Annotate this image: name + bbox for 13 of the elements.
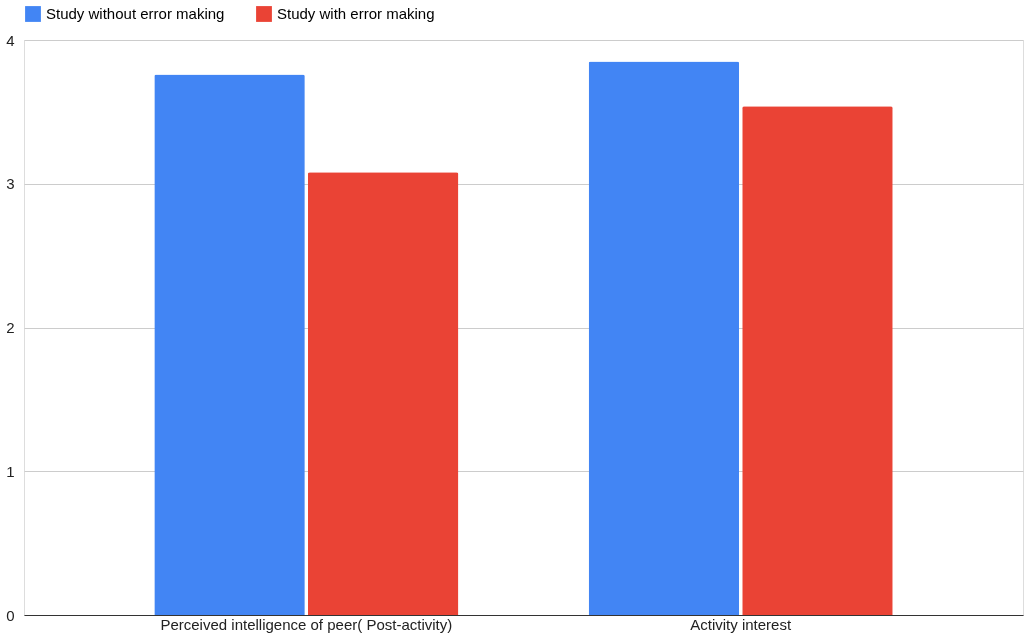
x-tick-label: Activity interest [690,615,792,633]
y-tick-label: 3 [6,175,15,193]
bar [742,106,893,615]
y-tick-label: 1 [6,462,15,480]
bar [154,74,305,615]
x-tick-label: Perceived intelligence of peer( Post-activity) [160,615,453,633]
bar [588,61,740,615]
y-tick-label: 0 [6,606,15,624]
y-tick-label: 4 [6,31,15,49]
bar [307,172,459,615]
legend-label: Study with error making [277,5,435,22]
legend-label: Study without error making [46,5,225,22]
y-tick-label: 2 [6,319,15,336]
